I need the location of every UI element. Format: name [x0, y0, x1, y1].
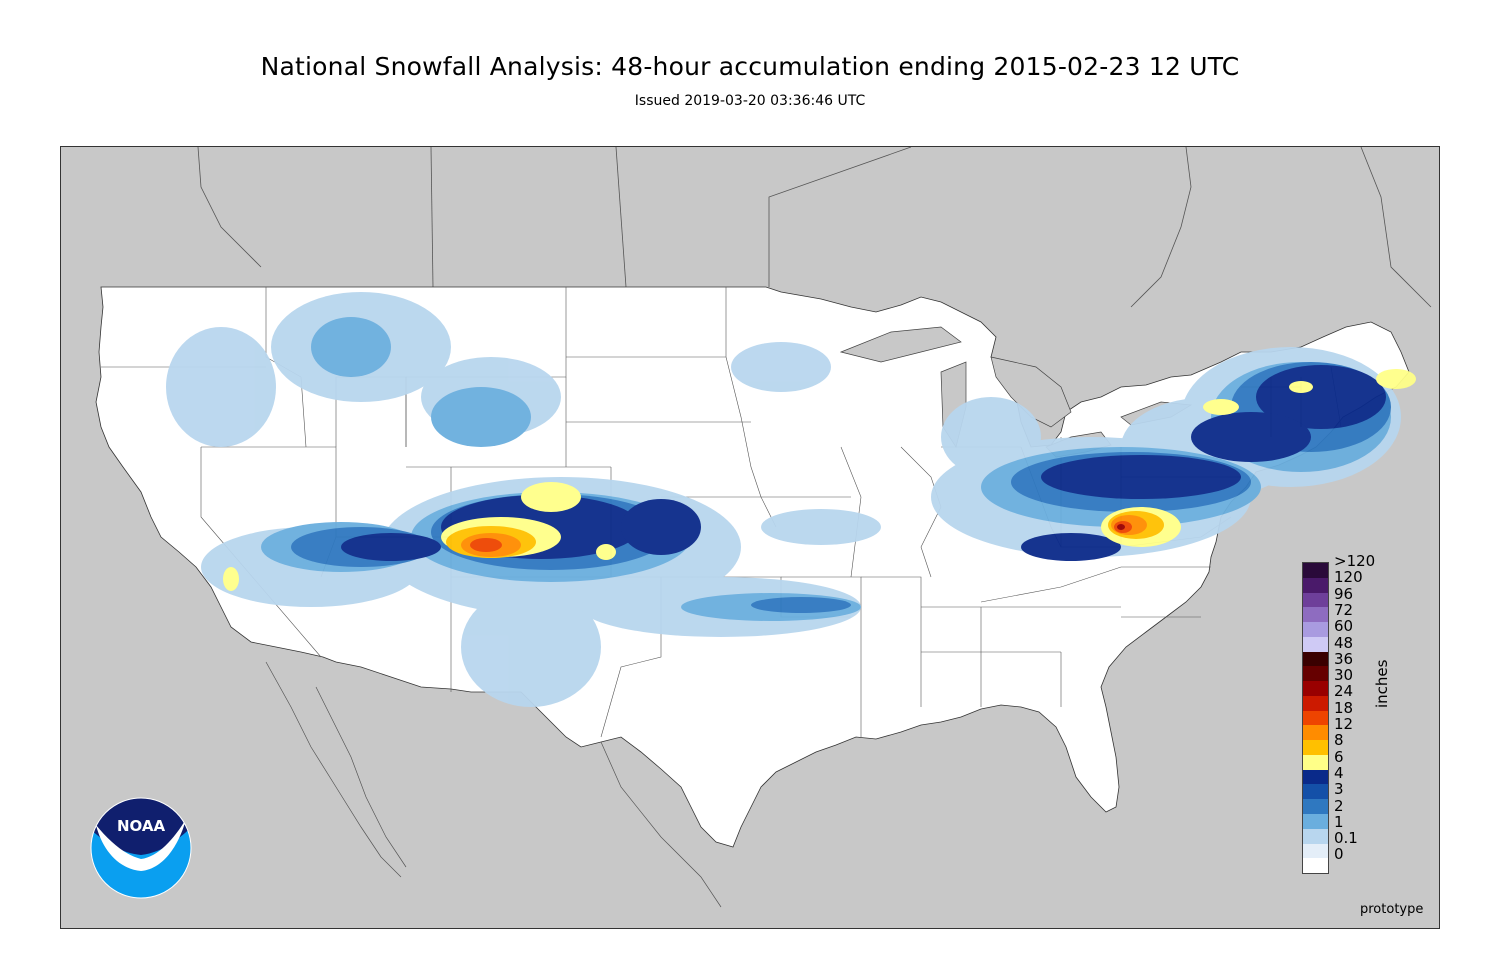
page-title: National Snowfall Analysis: 48-hour accu…: [260, 52, 1240, 81]
legend-swatch: [1303, 814, 1328, 829]
legend-label: 72: [1334, 600, 1354, 619]
legend-label: 24: [1334, 682, 1354, 701]
legend-swatch: [1303, 799, 1328, 815]
legend-swatch: [1303, 681, 1328, 696]
legend-label: 18: [1334, 698, 1354, 717]
legend-label: 1: [1334, 812, 1344, 831]
map-canvas: [95, 147, 1432, 908]
prototype-note: prototype: [1360, 902, 1424, 917]
legend-label: 36: [1334, 649, 1354, 668]
noaa-logo-text: NOAA: [117, 817, 166, 835]
legend-swatch: [1303, 666, 1328, 682]
legend-swatch: [1303, 843, 1328, 859]
coastline-mexico: [265, 661, 722, 908]
noaa-logo: NOAA: [90, 797, 192, 899]
legend-swatch: [1303, 858, 1328, 874]
legend-label: 12: [1334, 715, 1354, 733]
legend-swatch: [1303, 651, 1328, 667]
legend-swatch: [1303, 710, 1328, 726]
legend-label: 2: [1334, 796, 1344, 815]
legend-label: >120: [1334, 552, 1376, 570]
legend-label: 48: [1334, 633, 1354, 652]
us-land: [95, 286, 1410, 848]
legend-swatch: [1303, 577, 1328, 593]
legend-swatch: [1303, 592, 1328, 608]
legend-swatch: [1303, 740, 1328, 755]
legend-label: 30: [1334, 666, 1354, 685]
legend-swatch: [1303, 563, 1328, 578]
legend-swatch: [1303, 828, 1328, 844]
legend-label: 3: [1334, 780, 1344, 799]
legend-label: 60: [1334, 617, 1354, 636]
legend-swatch: [1303, 622, 1328, 637]
legend-swatch: [1303, 725, 1328, 741]
legend-label: 4: [1334, 763, 1344, 782]
legend-swatch: [1303, 769, 1328, 785]
legend-label: 120: [1334, 568, 1363, 587]
legend-swatch: [1303, 784, 1328, 800]
issued-timestamp: Issued 2019-03-20 03:36:46 UTC: [634, 93, 866, 109]
legend-label: 6: [1334, 747, 1344, 766]
legend-label: 0.1: [1334, 829, 1358, 848]
legend-swatch: [1303, 754, 1328, 770]
legend-swatch: [1303, 636, 1328, 652]
legend-unit: inches: [1373, 659, 1391, 708]
snowfall-shading: [166, 292, 1416, 707]
legend-label: 0: [1334, 845, 1344, 864]
legend-labels: >120 120 96 72 60 48 36 30 24 18 12 8 6 4 3 2 1 0.1 0: [1334, 554, 1394, 866]
legend-colorbar: [1302, 562, 1329, 874]
province-boundaries: [197, 147, 1432, 308]
legend-label: 96: [1334, 584, 1354, 603]
legend-label: 8: [1334, 731, 1344, 750]
snowfall-map: [60, 146, 1440, 929]
legend-swatch: [1303, 607, 1328, 623]
legend-swatch: [1303, 695, 1328, 711]
